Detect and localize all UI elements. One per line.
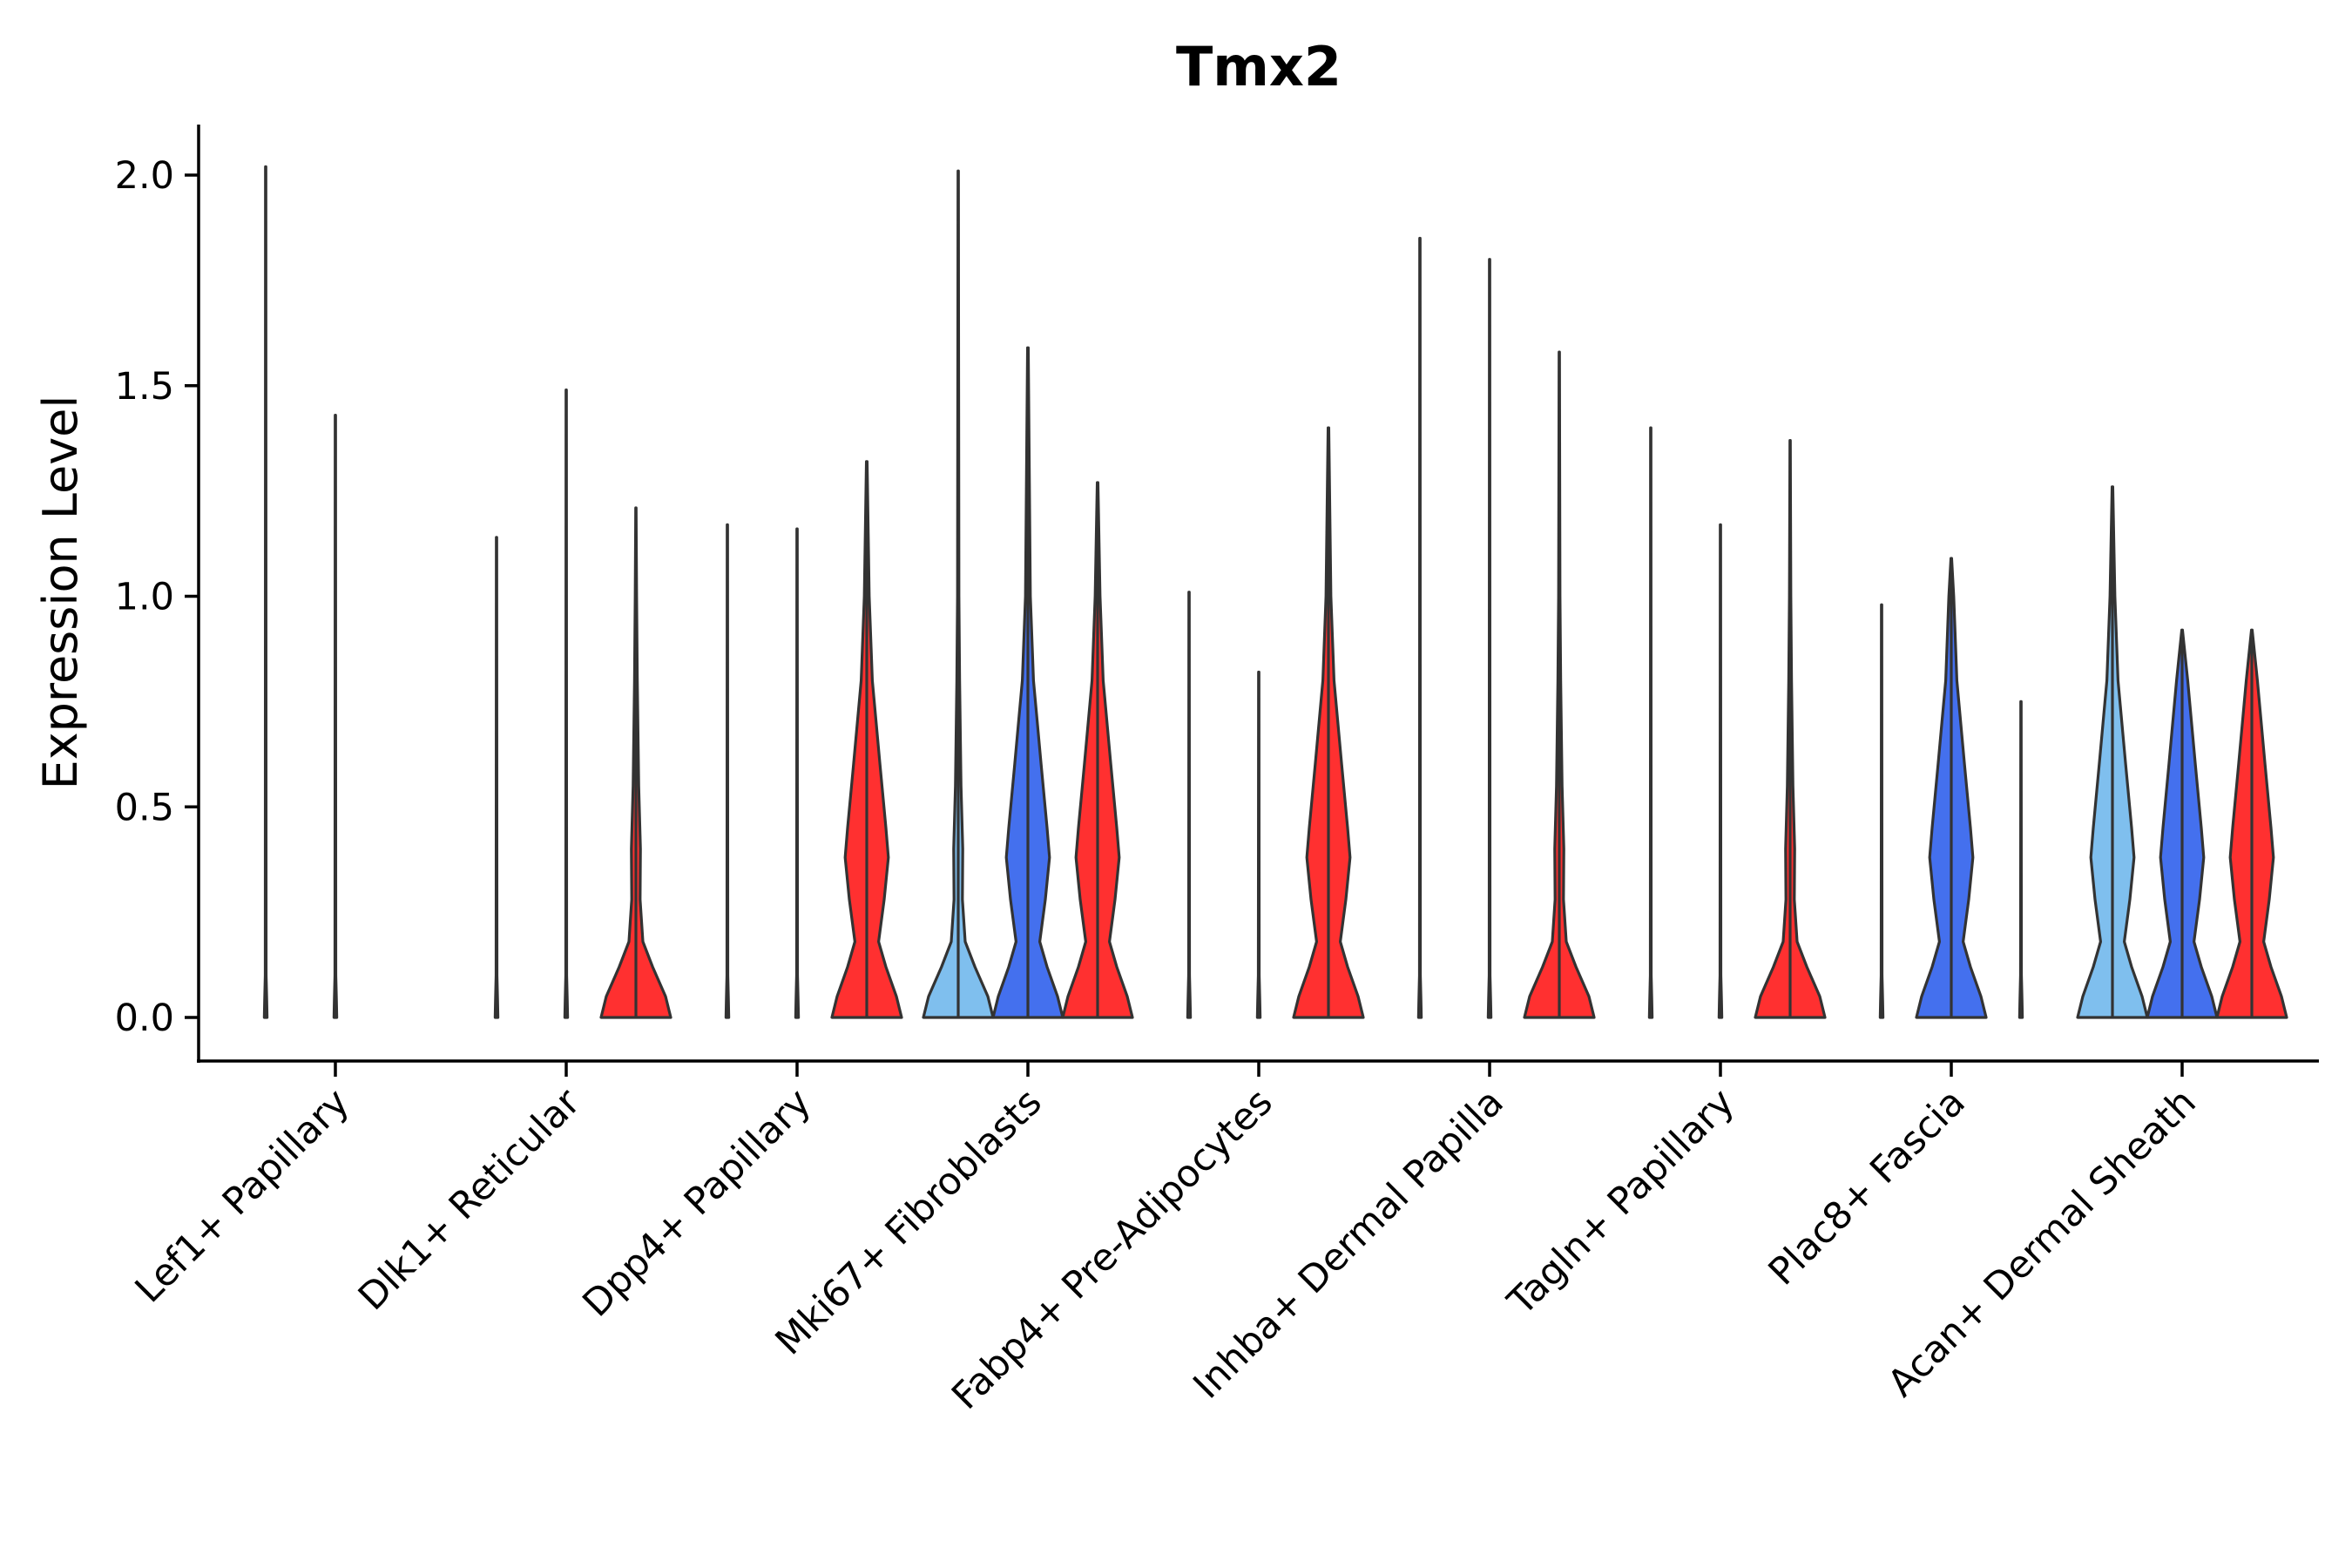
x-tick-label: Plac8+ Fascia <box>1761 1080 1974 1294</box>
y-ticks: 0.0 0.5 1.0 1.5 2.0 <box>115 154 199 1040</box>
x-tick-label: Mki67+ Fibroblasts <box>767 1080 1051 1363</box>
y-tick-label: 1.5 <box>115 365 174 409</box>
y-tick-label: 1.0 <box>115 576 174 619</box>
x-tick-label: Dlk1+ Reticular <box>350 1080 589 1319</box>
y-tick-label: 2.0 <box>115 154 174 198</box>
violins-layer <box>262 165 2288 1019</box>
y-tick-label: 0.5 <box>115 786 174 829</box>
chart-title: Tmx2 <box>1176 35 1342 98</box>
y-tick-label: 0.0 <box>115 997 174 1040</box>
y-axis-label: Expression Level <box>33 395 88 790</box>
x-tick-label: Lef1+ Papillary <box>127 1080 358 1311</box>
x-tick-label: Tagln+ Papillary <box>1499 1080 1743 1324</box>
x-tick-label: Dpp4+ Papillary <box>575 1080 820 1325</box>
